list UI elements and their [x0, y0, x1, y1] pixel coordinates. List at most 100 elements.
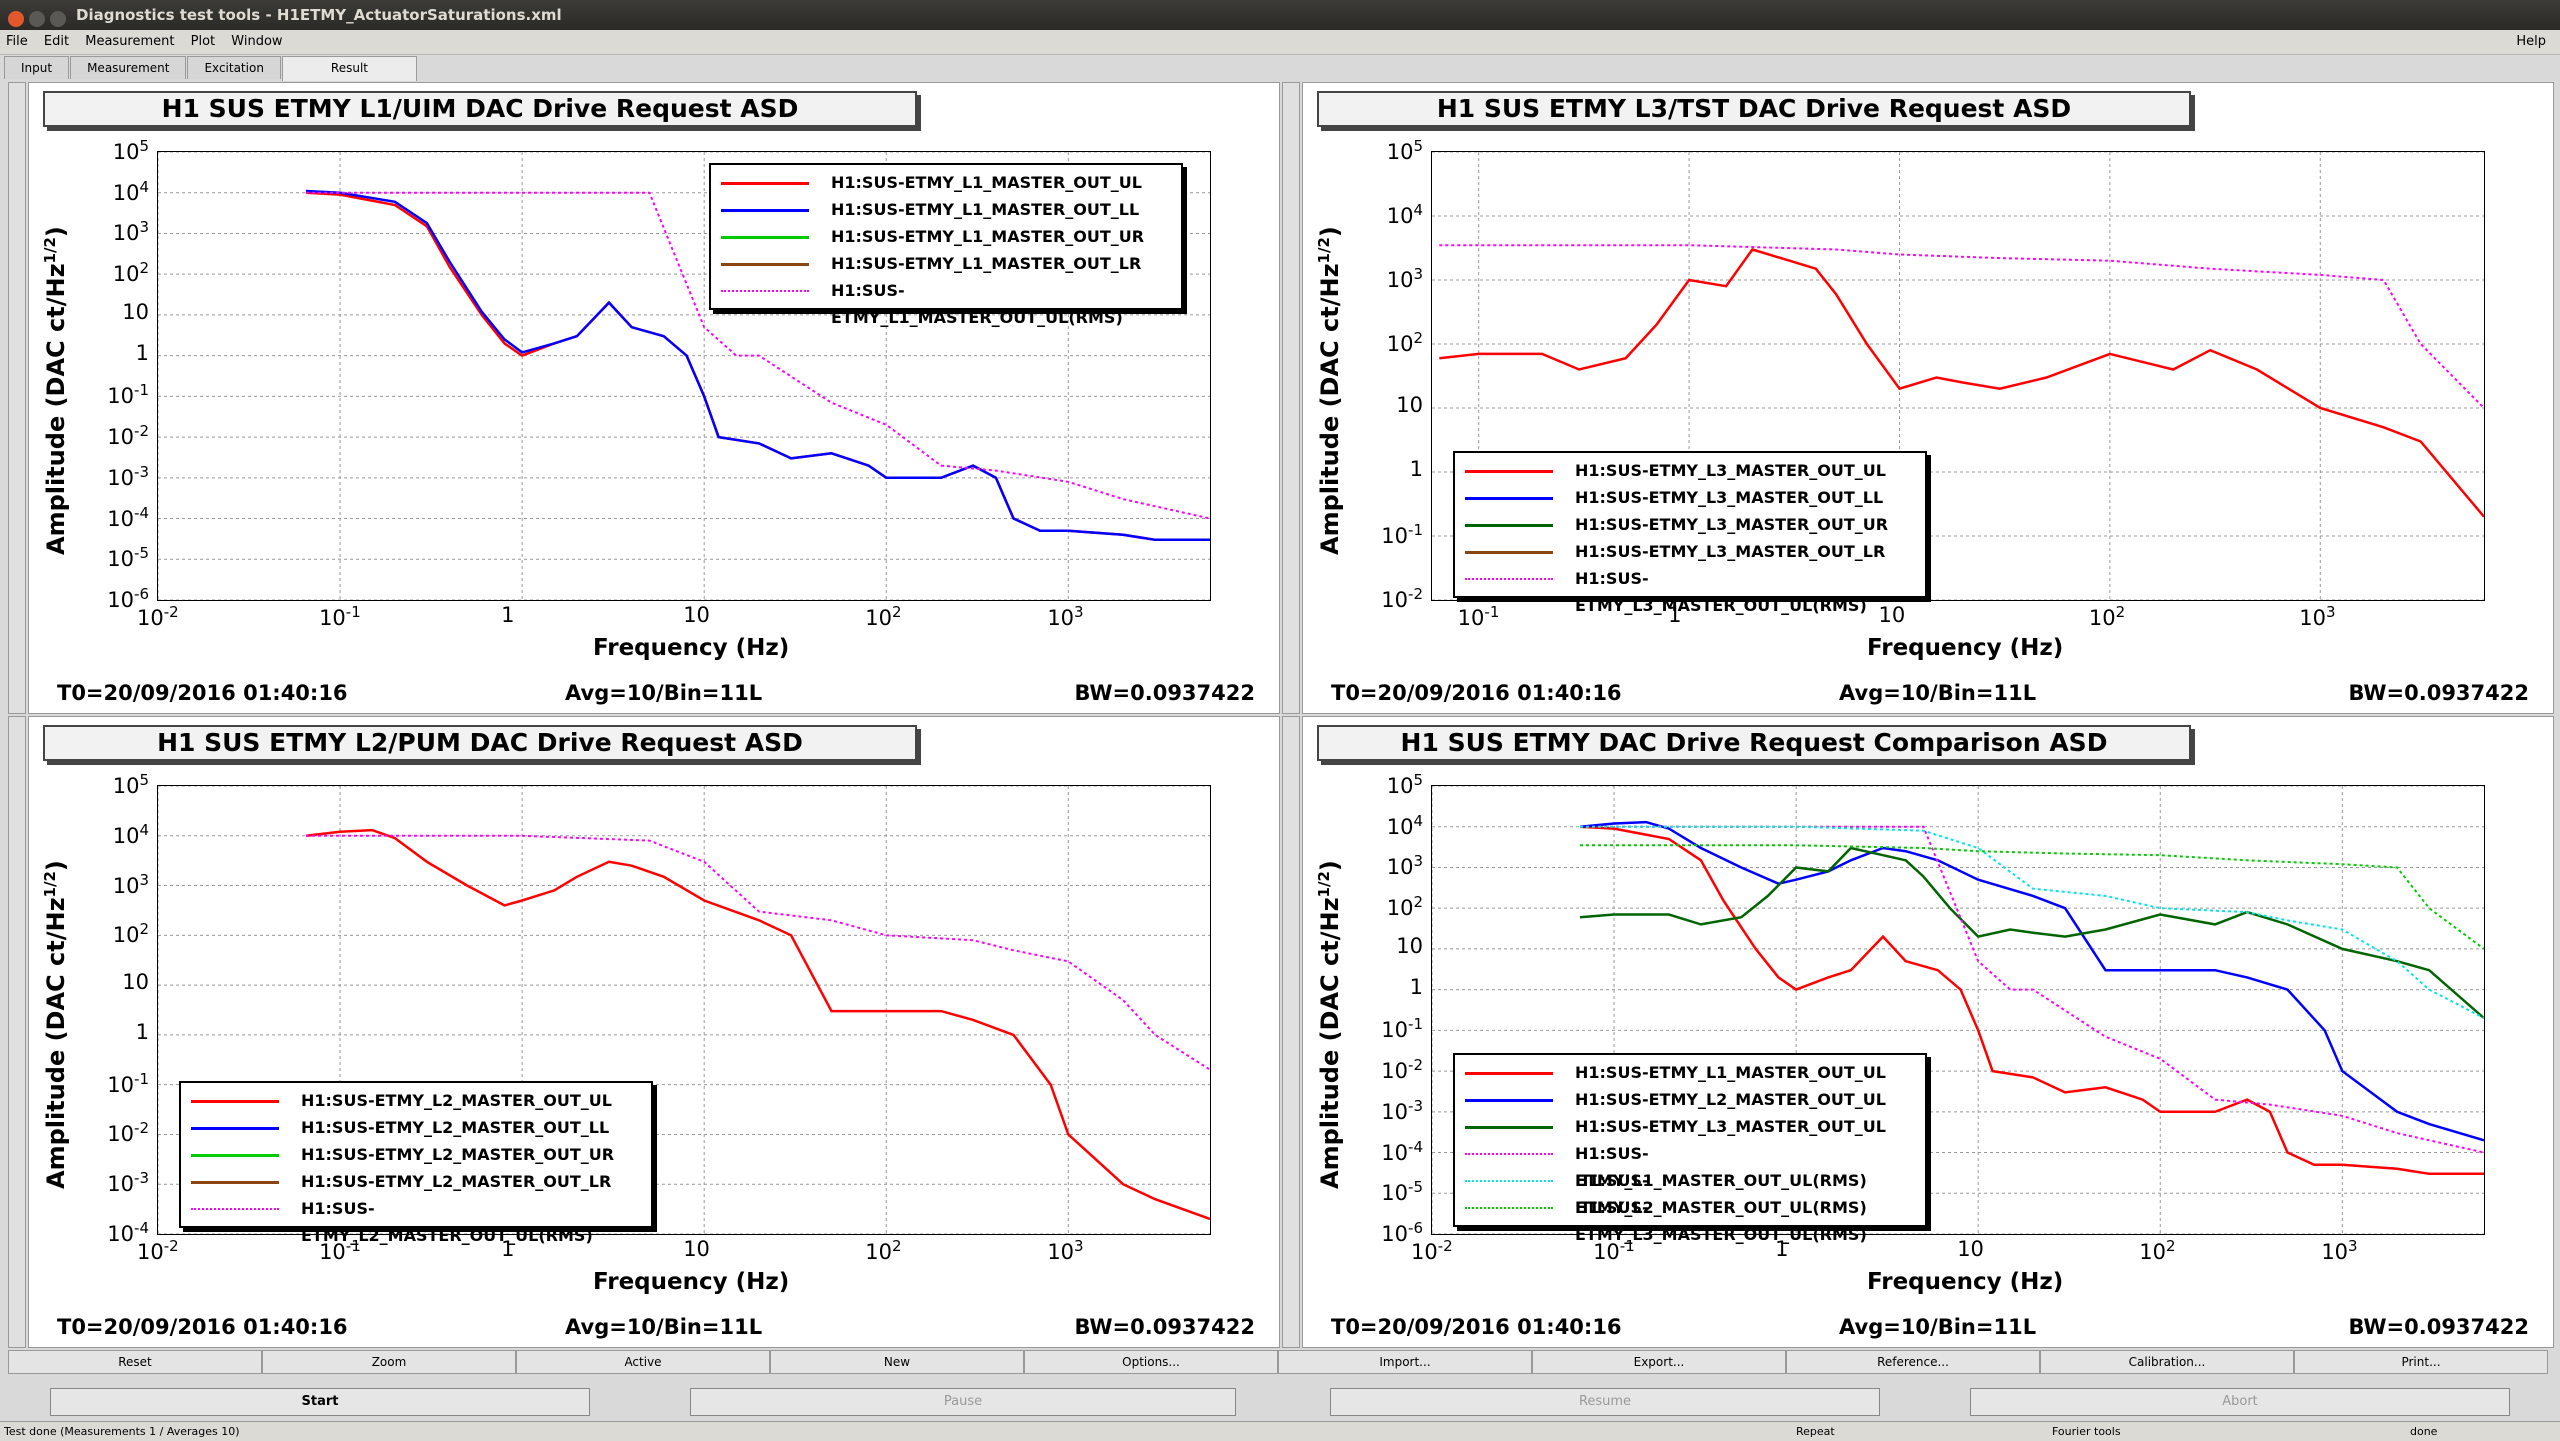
plot-legend[interactable]: H1:SUS-ETMY_L3_MASTER_OUT_UL H1:SUS-ETMY_… — [1453, 451, 1927, 615]
x-tick-label: 102 — [865, 1237, 902, 1264]
legend-entry: H1:SUS-ETMY_L1_MASTER_OUT_UL — [1455, 1059, 1925, 1086]
legend-swatch — [1465, 1072, 1553, 1075]
plot-legend[interactable]: H1:SUS-ETMY_L1_MASTER_OUT_UL H1:SUS-ETMY_… — [709, 163, 1183, 327]
plot-button-reset[interactable]: Reset — [8, 1350, 262, 1374]
legend-entry: H1:SUS-ETMY_L1_MASTER_OUT_UL — [711, 169, 1181, 196]
x-tick-label: 10-2 — [137, 603, 179, 630]
bandwidth-label: BW=0.0937422 — [1074, 1315, 1256, 1339]
legend-swatch — [1465, 497, 1553, 500]
minimize-icon[interactable] — [29, 11, 45, 27]
legend-swatch — [191, 1127, 279, 1130]
resume-button[interactable]: Resume — [1330, 1388, 1880, 1416]
pause-button[interactable]: Pause — [690, 1388, 1236, 1416]
tab-result[interactable]: Result — [281, 56, 417, 81]
x-tick-label: 103 — [1047, 1237, 1084, 1264]
plot-title: H1 SUS ETMY L2/PUM DAC Drive Request ASD — [43, 725, 917, 761]
plot-button-print[interactable]: Print... — [2294, 1350, 2548, 1374]
tab-measurement[interactable]: Measurement — [70, 56, 187, 79]
plot-legend[interactable]: H1:SUS-ETMY_L1_MASTER_OUT_UL H1:SUS-ETMY_… — [1453, 1053, 1927, 1244]
bandwidth-label: BW=0.0937422 — [1074, 681, 1256, 705]
legend-entry: H1:SUS-ETMY_L1_MASTER_OUT_UL(RMS) — [1455, 1140, 1925, 1190]
legend-label: H1:SUS-ETMY_L1_MASTER_OUT_UL(RMS) — [831, 281, 1123, 327]
plot-button-active[interactable]: Active — [516, 1350, 770, 1374]
x-tick-label: 102 — [865, 603, 902, 630]
abort-button[interactable]: Abort — [1970, 1388, 2510, 1416]
y-tick-label: 103 — [112, 218, 149, 246]
panel-side-arrows-left[interactable] — [8, 82, 26, 714]
x-tick-label: 1 — [1775, 1237, 1789, 1261]
tab-excitation[interactable]: Excitation — [187, 56, 281, 79]
tab-input[interactable]: Input — [4, 56, 70, 79]
menu-help[interactable]: Help — [2516, 34, 2546, 49]
window-controls[interactable] — [8, 7, 71, 37]
legend-label: H1:SUS-ETMY_L1_MASTER_OUT_UL — [1575, 1063, 1886, 1082]
y-tick-label: 10-4 — [107, 503, 149, 531]
plot-button-export[interactable]: Export... — [1532, 1350, 1786, 1374]
y-tick-label: 10 — [122, 299, 149, 324]
start-time-label: T0=20/09/2016 01:40:16 — [1331, 1315, 1622, 1339]
series-line-2 — [306, 191, 1210, 520]
y-tick-label: 10-2 — [107, 1119, 149, 1147]
legend-swatch — [1465, 524, 1553, 527]
legend-swatch — [721, 182, 809, 185]
y-tick-label: 104 — [112, 820, 149, 848]
y-tick-label: 102 — [1386, 893, 1423, 921]
maximize-icon[interactable] — [50, 11, 66, 27]
x-tick-label: 102 — [2088, 603, 2126, 630]
start-button[interactable]: Start — [50, 1388, 590, 1416]
status-bar: Test done (Measurements 1 / Averages 10)… — [0, 1421, 2560, 1441]
plot-area[interactable] — [1431, 785, 2485, 1235]
plot-button-calibration[interactable]: Calibration... — [2040, 1350, 2294, 1374]
legend-label: H1:SUS-ETMY_L1_MASTER_OUT_LL — [831, 200, 1140, 219]
plot-button-zoom[interactable]: Zoom — [262, 1350, 516, 1374]
plot-button-new[interactable]: New — [770, 1350, 1024, 1374]
legend-label: H1:SUS-ETMY_L3_MASTER_OUT_UL(RMS) — [1575, 569, 1867, 615]
menu-edit[interactable]: Edit — [43, 34, 70, 49]
panel-side-arrows-mid[interactable] — [1282, 82, 1300, 714]
y-tick-label: 10-4 — [107, 1219, 149, 1246]
plot-button-import[interactable]: Import... — [1278, 1350, 1532, 1374]
y-tick-label: 1 — [1409, 974, 1423, 999]
plot-button-options[interactable]: Options... — [1024, 1350, 1278, 1374]
plot-area[interactable] — [157, 151, 1211, 601]
menu-file[interactable]: File — [6, 34, 28, 49]
y-axis-label: Amplitude (DAC ct/Hz1/2) — [41, 226, 70, 555]
x-tick-label: 1 — [501, 603, 515, 627]
y-tick-label: 10-1 — [107, 1069, 149, 1097]
start-time-label: T0=20/09/2016 01:40:16 — [57, 681, 348, 705]
panel-side-arrows-left-2[interactable] — [8, 716, 26, 1348]
legend-entry: H1:SUS-ETMY_L2_MASTER_OUT_UL — [1455, 1086, 1925, 1113]
close-icon[interactable] — [8, 11, 24, 27]
menu-window[interactable]: Window — [231, 34, 283, 49]
y-tick-label: 10-1 — [1381, 521, 1423, 548]
series-line-3 — [1580, 825, 2484, 1154]
legend-label: H1:SUS-ETMY_L3_MASTER_OUT_UL(RMS) — [1575, 1198, 1867, 1244]
menu-measurement[interactable]: Measurement — [85, 34, 175, 49]
plot-legend[interactable]: H1:SUS-ETMY_L2_MASTER_OUT_UL H1:SUS-ETMY_… — [179, 1081, 653, 1245]
x-tick-label: 10 — [683, 1237, 710, 1261]
legend-entry: H1:SUS-ETMY_L3_MASTER_OUT_LL — [1455, 484, 1925, 511]
y-tick-label: 105 — [1386, 137, 1423, 164]
y-tick-label: 10-2 — [1381, 585, 1423, 612]
y-axis-label: Amplitude (DAC ct/Hz1/2) — [41, 860, 70, 1189]
x-tick-label: 10-1 — [1593, 1237, 1635, 1264]
x-tick-label: 10-1 — [319, 1237, 361, 1264]
legend-entry: H1:SUS-ETMY_L3_MASTER_OUT_UL(RMS) — [1455, 1194, 1925, 1244]
status-message: Test done (Measurements 1 / Averages 10) — [4, 1425, 240, 1438]
menu-plot[interactable]: Plot — [190, 34, 216, 49]
x-tick-label: 103 — [1047, 603, 1084, 630]
panel-side-arrows-mid-2[interactable] — [1282, 716, 1300, 1348]
legend-entry: H1:SUS-ETMY_L1_MASTER_OUT_LL — [711, 196, 1181, 223]
x-tick-label: 10-1 — [319, 603, 361, 630]
window-titlebar: Diagnostics test tools - H1ETMY_Actuator… — [0, 0, 2560, 30]
legend-swatch — [191, 1100, 279, 1103]
legend-label: H1:SUS-ETMY_L1_MASTER_OUT_LR — [831, 254, 1142, 273]
legend-swatch — [721, 290, 809, 292]
plot-area[interactable] — [157, 785, 1211, 1235]
plot-button-reference[interactable]: Reference... — [1786, 1350, 2040, 1374]
x-axis-label: Frequency (Hz) — [1867, 635, 2064, 661]
y-tick-label: 105 — [1386, 771, 1423, 798]
series-line-1 — [1579, 820, 2484, 1142]
plot-title: H1 SUS ETMY L1/UIM DAC Drive Request ASD — [43, 91, 917, 127]
window-title: Diagnostics test tools - H1ETMY_Actuator… — [76, 6, 562, 24]
